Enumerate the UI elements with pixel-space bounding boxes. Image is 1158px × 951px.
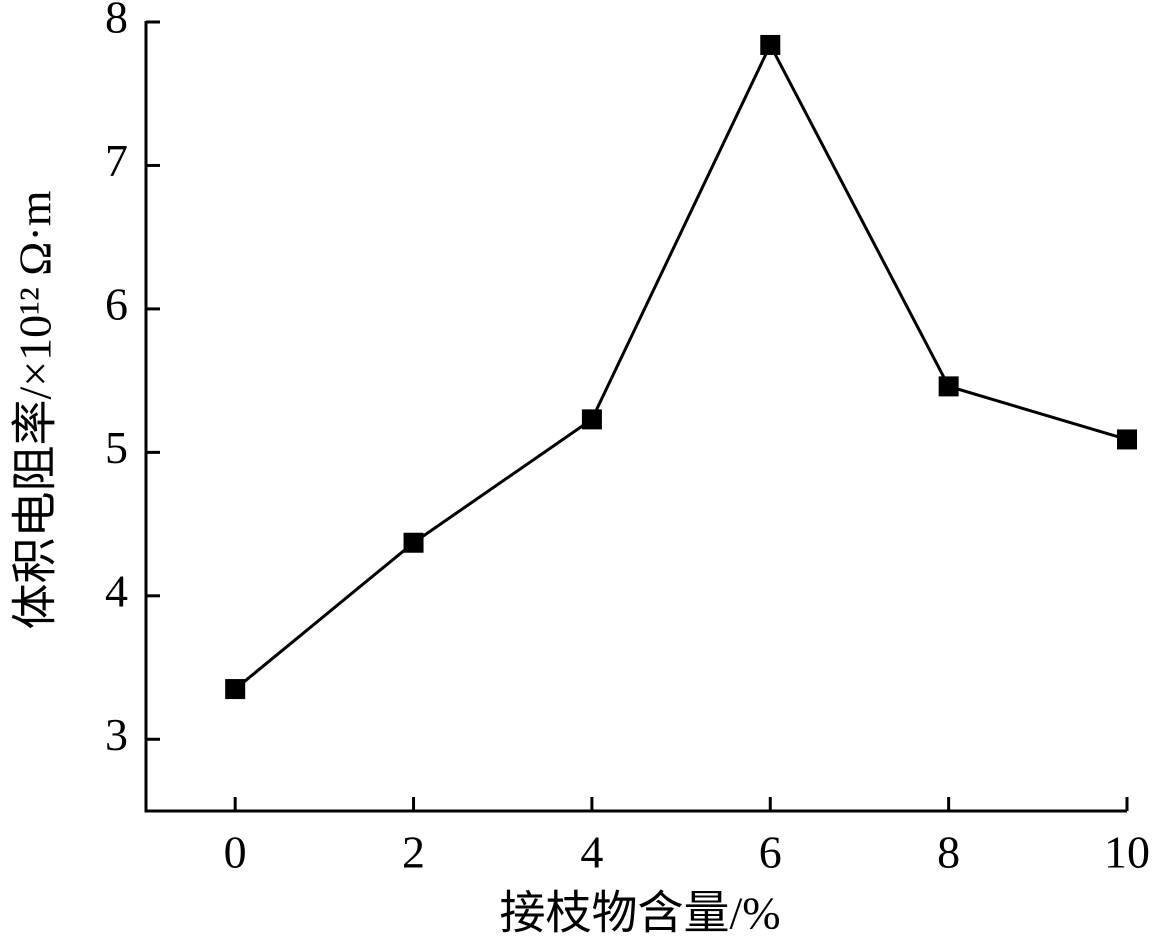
marker <box>225 679 246 700</box>
x-tick-label: 2 <box>402 827 425 878</box>
x-tick-label: 0 <box>224 827 247 878</box>
y-tick-label: 3 <box>105 709 128 760</box>
marker <box>581 409 602 430</box>
x-tick-label: 4 <box>580 827 603 878</box>
x-tick-label: 8 <box>937 827 960 878</box>
y-axis-title: 体积电阻率/×10¹² Ω·m <box>10 190 61 629</box>
x-tick-label: 10 <box>1104 827 1150 878</box>
series-line <box>234 41 1128 691</box>
marker <box>1117 429 1137 450</box>
marker <box>403 532 424 553</box>
y-tick-label: 7 <box>105 135 128 186</box>
marker <box>760 34 781 55</box>
y-tick-label: 6 <box>105 278 128 329</box>
y-tick-label: 4 <box>105 565 128 616</box>
y-tick-label: 5 <box>105 422 128 473</box>
y-tick-label: 8 <box>105 0 128 43</box>
x-tick-label: 6 <box>759 827 782 878</box>
x-axis-title: 接枝物含量/% <box>499 888 780 939</box>
marker <box>938 376 959 397</box>
